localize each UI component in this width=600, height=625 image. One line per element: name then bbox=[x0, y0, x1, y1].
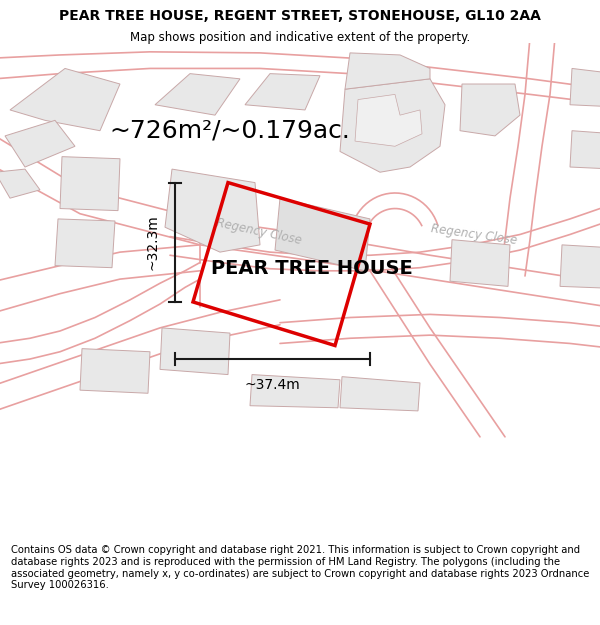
Polygon shape bbox=[450, 239, 510, 286]
Text: Map shows position and indicative extent of the property.: Map shows position and indicative extent… bbox=[130, 31, 470, 44]
Polygon shape bbox=[340, 79, 445, 172]
Polygon shape bbox=[80, 349, 150, 393]
Polygon shape bbox=[60, 157, 120, 211]
Polygon shape bbox=[570, 69, 600, 107]
Polygon shape bbox=[345, 53, 430, 89]
Polygon shape bbox=[10, 69, 120, 131]
Polygon shape bbox=[355, 94, 422, 146]
Polygon shape bbox=[165, 169, 260, 252]
Polygon shape bbox=[250, 374, 340, 408]
Polygon shape bbox=[0, 169, 40, 198]
Polygon shape bbox=[460, 84, 520, 136]
Polygon shape bbox=[560, 245, 600, 289]
Text: Regency Close: Regency Close bbox=[215, 216, 303, 247]
Polygon shape bbox=[570, 131, 600, 169]
Text: Regency Close: Regency Close bbox=[430, 222, 518, 247]
Text: Contains OS data © Crown copyright and database right 2021. This information is : Contains OS data © Crown copyright and d… bbox=[11, 545, 589, 590]
Polygon shape bbox=[55, 219, 115, 268]
Polygon shape bbox=[245, 74, 320, 110]
Polygon shape bbox=[275, 198, 370, 271]
Polygon shape bbox=[5, 121, 75, 167]
Text: ~37.4m: ~37.4m bbox=[245, 378, 301, 392]
Polygon shape bbox=[155, 74, 240, 115]
Polygon shape bbox=[340, 377, 420, 411]
Text: PEAR TREE HOUSE, REGENT STREET, STONEHOUSE, GL10 2AA: PEAR TREE HOUSE, REGENT STREET, STONEHOU… bbox=[59, 9, 541, 23]
Polygon shape bbox=[160, 328, 230, 374]
Text: ~726m²/~0.179ac.: ~726m²/~0.179ac. bbox=[110, 119, 350, 142]
Text: ~32.3m: ~32.3m bbox=[146, 214, 160, 270]
Text: PEAR TREE HOUSE: PEAR TREE HOUSE bbox=[211, 259, 412, 278]
